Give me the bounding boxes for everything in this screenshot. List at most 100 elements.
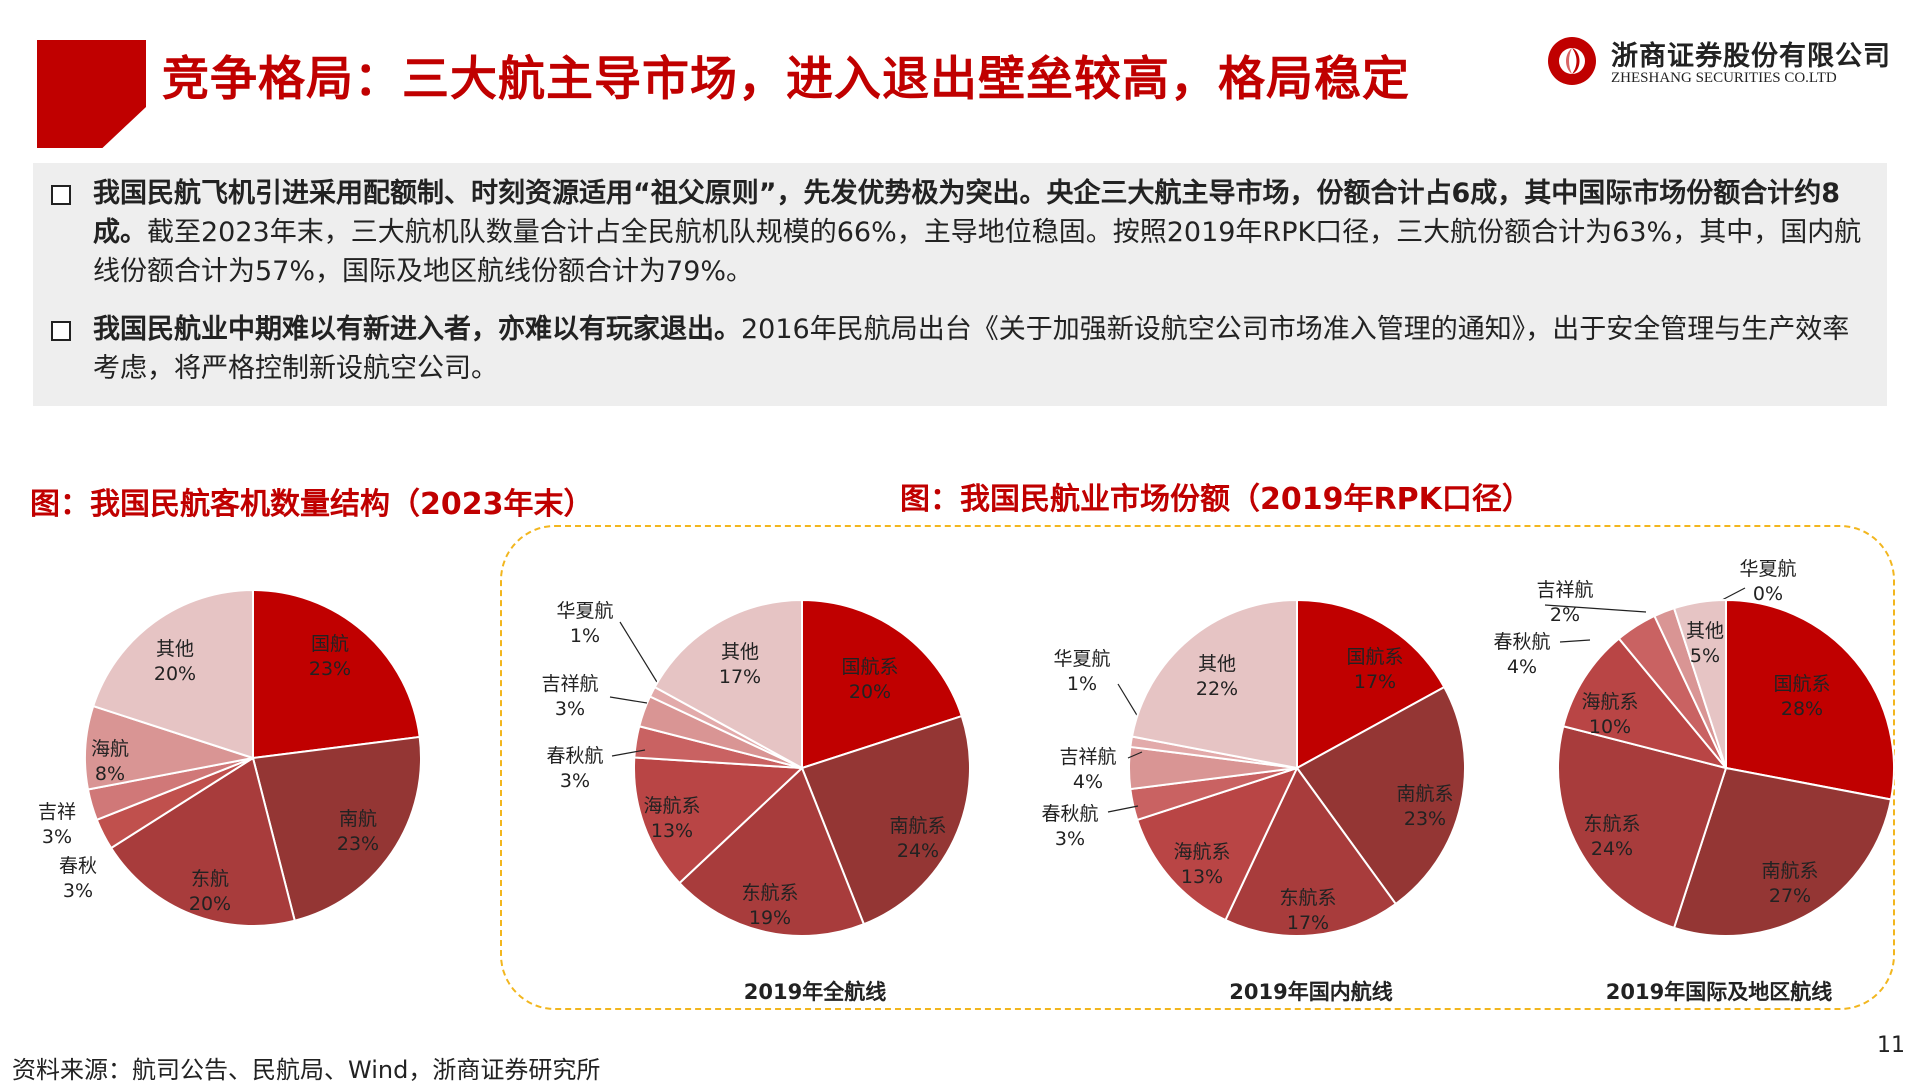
pie-2-value-4: 3% <box>1055 828 1085 850</box>
logo-company-name-en: ZHESHANG SECURITIES CO.LTD <box>1611 70 1837 86</box>
right-chart-title: 图：我国民航业市场份额（2019年RPK口径） <box>900 482 1532 517</box>
pie-2-label-0: 国航系 <box>1346 646 1403 668</box>
pie-3-label-7: 其他 <box>1686 620 1724 642</box>
summary-text-box: 我国民航飞机引进采用配额制、时刻资源适用“祖父原则”，先发优势极为突出。央企三大… <box>33 163 1887 406</box>
pie-0-value-4: 3% <box>42 826 72 848</box>
page-number: 11 <box>1877 1033 1905 1058</box>
pie-2-label-6: 华夏航 <box>1053 648 1110 670</box>
pie-0-value-2: 20% <box>189 893 231 915</box>
pie-2-slice-7 <box>1130 598 1298 770</box>
pie-1-value-0: 20% <box>849 681 891 703</box>
pie-2-label-4: 春秋航 <box>1041 803 1098 825</box>
pie-3-label-1: 南航系 <box>1761 860 1818 882</box>
pie-0-value-6: 20% <box>154 663 196 685</box>
source-note: 资料来源：航司公告、民航局、Wind，浙商证券研究所 <box>12 1056 601 1084</box>
pie-3-label-6: 华夏航 <box>1739 558 1796 580</box>
pie-1-label-0: 国航系 <box>841 656 898 678</box>
pie-3-value-3: 10% <box>1589 716 1631 738</box>
pie-2-label-1: 南航系 <box>1396 783 1453 805</box>
page-title: 竞争格局：三大航主导市场，进入退出壁垒较高，格局稳定 <box>162 52 1410 107</box>
pie-0-label-5: 海航 <box>91 738 129 760</box>
pie-1-value-1: 24% <box>897 840 939 862</box>
bullet-2-text: 2016年民航局出台《关于加强新设航空公司市场准入管理的通知》，出于安全管理与生… <box>93 314 1850 384</box>
pie-0-value-5: 8% <box>95 763 125 785</box>
pie-3-value-0: 28% <box>1781 698 1823 720</box>
pie-1-label-6: 华夏航 <box>556 600 613 622</box>
pie-1-label-7: 其他 <box>721 641 759 663</box>
pie-3-leader-5 <box>1544 604 1647 613</box>
bullet-2-bold: 我国民航业中期难以有新进入者，亦难以有玩家退出。 <box>93 314 741 345</box>
pie-1-label-1: 南航系 <box>889 815 946 837</box>
pie-3-label-3: 海航系 <box>1581 691 1638 713</box>
pie-0-value-0: 23% <box>309 658 351 680</box>
bullet-1-bold: 我国民航飞机引进采用配额制、时刻资源适用“祖父原则”，先发优势极为突出。央企三大… <box>93 178 1841 248</box>
pie-2-label-2: 东航系 <box>1279 887 1336 909</box>
pie-1-slice-2 <box>678 766 866 937</box>
pie-2-slice-1 <box>1295 685 1467 906</box>
pie-1-label-2: 东航系 <box>741 882 798 904</box>
pie-0-label-2: 东航 <box>191 868 229 890</box>
pie-subtitle-international: 2019年国际及地区航线 <box>1605 980 1833 1004</box>
company-logo: 浙商证券股份有限公司 ZHESHANG SECURITIES CO.LTD <box>1545 32 1895 92</box>
pie-3-value-4: 4% <box>1507 656 1537 678</box>
pie-0-label-4: 吉祥 <box>38 801 76 823</box>
pie-2-slice-0 <box>1296 598 1446 770</box>
pie-3-slice-1 <box>1672 766 1893 937</box>
pie-1-leader-4 <box>611 749 646 757</box>
pie-0-label-6: 其他 <box>156 638 194 660</box>
pie-3-slice-7 <box>1672 598 1727 769</box>
pie-2-leader-4 <box>1107 805 1139 813</box>
pie-2-value-2: 17% <box>1287 912 1329 934</box>
pie-2-label-7: 其他 <box>1198 653 1236 675</box>
pie-3-label-4: 春秋航 <box>1493 631 1550 653</box>
logo-company-name-cn: 浙商证券股份有限公司 <box>1611 41 1891 72</box>
pie-1-value-5: 3% <box>555 698 585 720</box>
pie-0-value-1: 23% <box>337 833 379 855</box>
pie-0-slice-0 <box>252 588 421 760</box>
pie-3-value-6: 0% <box>1753 583 1783 605</box>
pie-2-value-6: 1% <box>1067 673 1097 695</box>
bullet-paragraph-1: 我国民航飞机引进采用配额制、时刻资源适用“祖父原则”，先发优势极为突出。央企三大… <box>93 174 1873 291</box>
pie-2-value-7: 22% <box>1196 678 1238 700</box>
pie-0-label-1: 南航 <box>339 808 377 830</box>
pie-0-slice-1 <box>251 735 422 922</box>
pie-2-slice-3 <box>1135 766 1299 922</box>
pie-3-value-5: 2% <box>1550 604 1580 626</box>
pie-2-value-3: 13% <box>1181 866 1223 888</box>
pie-1-value-2: 19% <box>749 907 791 929</box>
pie-1-slice-7 <box>653 598 803 770</box>
bullet-square-icon <box>51 321 71 341</box>
pie-1-label-3: 海航系 <box>643 795 700 817</box>
pie-subtitle-domestic: 2019年国内航线 <box>1229 980 1393 1004</box>
bullet-square-icon <box>51 185 71 205</box>
pie-2-value-1: 23% <box>1404 808 1446 830</box>
pie-0-label-0: 国航 <box>311 633 349 655</box>
pie-1-value-4: 3% <box>560 770 590 792</box>
pie-1-label-4: 春秋航 <box>546 745 603 767</box>
pie-1-value-6: 1% <box>570 625 600 647</box>
pie-3-value-7: 5% <box>1690 645 1720 667</box>
pie-2-label-5: 吉祥航 <box>1059 746 1116 768</box>
logo-mark-icon <box>1548 37 1596 85</box>
pie-3-value-1: 27% <box>1769 885 1811 907</box>
bullet-1-text: 截至2023年末，三大航机队数量合计占全民航机队规模的66%，主导地位稳固。按照… <box>93 217 1862 287</box>
pie-3-slice-0 <box>1725 598 1895 801</box>
pie-0-value-3: 3% <box>63 880 93 902</box>
pie-1-label-5: 吉祥航 <box>541 673 598 695</box>
pie-1-value-3: 13% <box>651 820 693 842</box>
pie-0-label-3: 春秋 <box>59 855 97 877</box>
bullet-paragraph-2: 我国民航业中期难以有新进入者，亦难以有玩家退出。2016年民航局出台《关于加强新… <box>93 310 1873 388</box>
pie-2-leader-5 <box>1127 751 1143 759</box>
pie-1-leader-6 <box>619 621 661 688</box>
pie-3-leader-4 <box>1559 639 1591 643</box>
pie-3-value-2: 24% <box>1591 838 1633 860</box>
pie-0-slice-6 <box>91 588 254 760</box>
pie-2-slice-2 <box>1224 766 1398 937</box>
pie-2-label-3: 海航系 <box>1173 841 1230 863</box>
pie-3-label-0: 国航系 <box>1773 673 1830 695</box>
pie-2-value-5: 4% <box>1073 771 1103 793</box>
pie-3-leader-6 <box>1721 587 1746 601</box>
pie-2-value-0: 17% <box>1354 671 1396 693</box>
pie-0-slice-2 <box>109 756 296 927</box>
